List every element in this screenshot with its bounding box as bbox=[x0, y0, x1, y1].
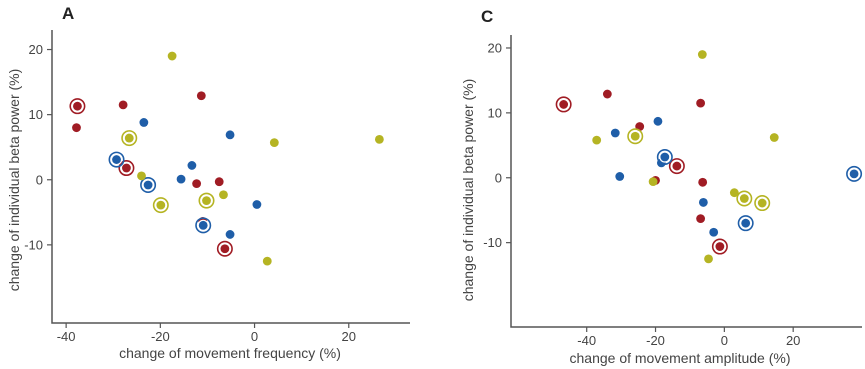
olive-highlight-ring bbox=[627, 128, 644, 145]
blue-data-point bbox=[225, 130, 235, 140]
y-tick-label: 20 bbox=[488, 40, 502, 55]
olive-data-point bbox=[374, 134, 384, 144]
olive-data-point bbox=[219, 190, 228, 200]
blue-data-point bbox=[225, 230, 235, 239]
blue-data-point bbox=[849, 169, 859, 179]
red-highlight-ring bbox=[711, 238, 728, 255]
x-tick-label: -20 bbox=[646, 333, 665, 348]
blue-data-point bbox=[615, 172, 625, 181]
blue-data-point bbox=[252, 200, 262, 209]
panel-a-ticks: -40 -20 0 20 20 10 0 -10 bbox=[24, 42, 356, 344]
blue-data-point bbox=[143, 180, 153, 190]
blue-highlight-ring bbox=[140, 176, 157, 193]
blue-data-point bbox=[660, 152, 670, 162]
olive-data-point bbox=[269, 138, 279, 148]
panel-a-axes bbox=[51, 30, 410, 324]
panel-a-y-axis-title: change of individual beta power (%) bbox=[6, 69, 22, 292]
red-data-point bbox=[559, 100, 569, 109]
y-tick-label: 20 bbox=[29, 42, 43, 57]
panel-c-label: C bbox=[481, 7, 493, 26]
red-data-point bbox=[696, 98, 706, 108]
olive-data-point bbox=[757, 198, 767, 208]
red-data-point bbox=[122, 163, 131, 173]
panel-c-axes bbox=[510, 35, 862, 328]
x-tick-label: 20 bbox=[342, 329, 356, 344]
olive-data-point bbox=[630, 131, 640, 141]
red-data-point bbox=[715, 242, 725, 251]
red-data-point bbox=[698, 177, 708, 187]
olive-data-point bbox=[137, 171, 146, 181]
blue-data-point bbox=[139, 118, 149, 127]
olive-highlight-ring bbox=[121, 130, 138, 147]
blue-data-point bbox=[698, 198, 708, 207]
red-highlight-ring bbox=[118, 160, 135, 177]
red-highlight-ring bbox=[216, 240, 233, 257]
panel-a-points bbox=[69, 51, 384, 266]
olive-data-point bbox=[704, 254, 713, 264]
blue-data-point bbox=[709, 227, 719, 237]
red-data-point bbox=[220, 244, 230, 254]
olive-data-point bbox=[262, 256, 272, 266]
y-tick-label: 0 bbox=[495, 170, 502, 185]
blue-data-point bbox=[187, 161, 197, 170]
panel-c-y-axis-title: change of individual beta power (%) bbox=[460, 79, 476, 302]
olive-data-point bbox=[156, 200, 166, 210]
olive-highlight-ring bbox=[152, 197, 169, 214]
red-data-point bbox=[192, 179, 202, 189]
y-tick-label: 10 bbox=[488, 105, 502, 120]
y-tick-label: 10 bbox=[29, 107, 43, 122]
x-tick-label: 0 bbox=[251, 329, 258, 344]
blue-highlight-ring bbox=[108, 151, 125, 168]
olive-data-point bbox=[697, 50, 707, 59]
blue-data-point bbox=[112, 155, 121, 164]
red-data-point bbox=[214, 177, 224, 187]
blue-highlight-ring bbox=[656, 148, 673, 165]
red-data-point bbox=[696, 214, 706, 224]
panel-c-x-axis-title: change of movement amplitude (%) bbox=[570, 350, 791, 366]
panel-a-label: A bbox=[62, 4, 74, 23]
red-data-point bbox=[73, 101, 82, 111]
x-tick-label: -40 bbox=[57, 329, 76, 344]
olive-data-point bbox=[202, 196, 211, 205]
red-data-point bbox=[602, 89, 612, 99]
x-tick-label: -20 bbox=[151, 329, 170, 344]
blue-highlight-ring bbox=[195, 217, 212, 234]
x-tick-label: 20 bbox=[786, 333, 800, 348]
blue-data-point bbox=[176, 174, 186, 184]
red-data-point bbox=[118, 100, 128, 110]
olive-data-point bbox=[648, 177, 658, 187]
red-data-point bbox=[72, 123, 81, 133]
blue-data-point bbox=[610, 128, 620, 138]
blue-data-point bbox=[653, 116, 663, 126]
olive-data-point bbox=[769, 133, 779, 142]
blue-highlight-ring bbox=[846, 165, 863, 182]
red-highlight-ring bbox=[69, 98, 86, 115]
olive-data-point bbox=[739, 194, 749, 203]
olive-highlight-ring bbox=[198, 192, 215, 209]
red-data-point bbox=[196, 91, 206, 101]
x-tick-label: -40 bbox=[577, 333, 596, 348]
panel-c: C change of individual beta power (%) ch… bbox=[460, 7, 863, 366]
red-data-point bbox=[672, 161, 682, 171]
olive-data-point bbox=[124, 133, 134, 143]
blue-data-point bbox=[198, 220, 208, 230]
olive-data-point bbox=[729, 188, 739, 198]
olive-highlight-ring bbox=[754, 195, 771, 212]
olive-data-point bbox=[167, 51, 177, 61]
y-tick-label: 0 bbox=[36, 172, 43, 187]
panel-a: A change of individual beta power (%) ch… bbox=[6, 4, 410, 361]
panel-a-x-axis-title: change of movement frequency (%) bbox=[119, 345, 341, 361]
panel-c-points bbox=[555, 50, 863, 264]
blue-data-point bbox=[741, 218, 751, 228]
olive-highlight-ring bbox=[736, 190, 753, 207]
x-tick-label: 0 bbox=[721, 333, 728, 348]
y-tick-label: -10 bbox=[24, 237, 43, 252]
panel-c-ticks: -40 -20 0 20 20 10 0 -10 bbox=[483, 40, 800, 348]
blue-highlight-ring bbox=[737, 215, 754, 232]
red-highlight-ring bbox=[555, 96, 572, 113]
red-highlight-ring bbox=[668, 158, 685, 175]
olive-data-point bbox=[592, 135, 602, 145]
y-tick-label: -10 bbox=[483, 235, 502, 250]
